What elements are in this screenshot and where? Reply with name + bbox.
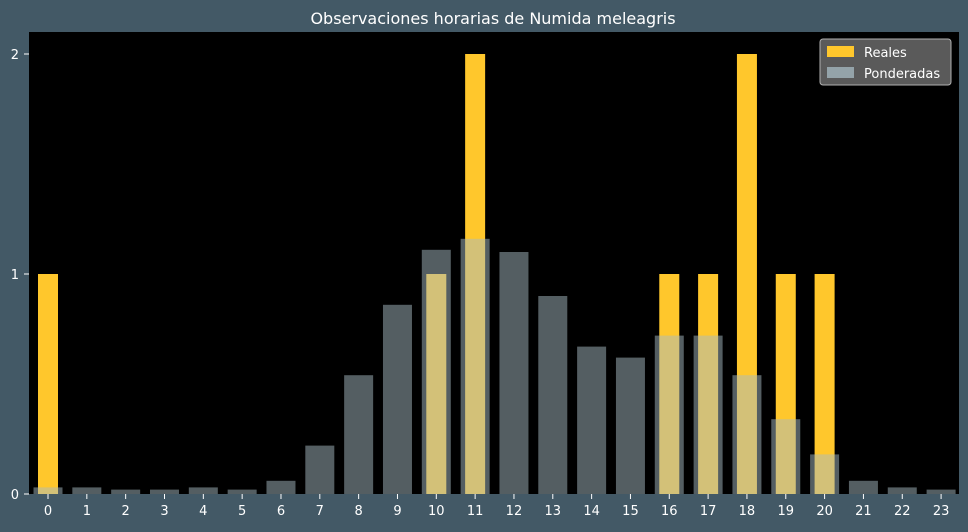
y-axis: 0 1 2	[11, 48, 29, 503]
x-tick-label: 11	[467, 504, 484, 519]
x-tick-label: 7	[316, 504, 324, 519]
chart-title: Observaciones horarias de Numida meleagr…	[310, 9, 675, 28]
real-bar	[814, 274, 835, 494]
weighted-bar	[732, 375, 762, 494]
y-tick-label: 2	[11, 48, 19, 63]
weighted-bar	[615, 357, 645, 494]
weighted-bar	[848, 480, 878, 494]
x-tick-label: 23	[933, 504, 950, 519]
weighted-bar	[538, 296, 568, 494]
x-tick-label: 15	[622, 504, 639, 519]
x-tick-label: 12	[506, 504, 523, 519]
weighted-bar	[72, 487, 102, 494]
x-tick-label: 2	[122, 504, 130, 519]
x-tick-label: 3	[160, 504, 168, 519]
weighted-bar	[111, 489, 141, 494]
real-bar	[38, 274, 58, 494]
legend-swatch	[827, 67, 854, 78]
weighted-bar	[926, 489, 956, 494]
weighted-bar	[499, 252, 529, 494]
plot-area	[29, 32, 959, 494]
weighted-bars-group	[33, 238, 956, 494]
weighted-bar	[227, 489, 257, 494]
y-tick-label: 0	[11, 488, 19, 503]
x-tick-label: 10	[428, 504, 445, 519]
x-tick-label: 1	[83, 504, 91, 519]
y-tick-label: 1	[11, 268, 19, 283]
weighted-bar	[149, 489, 179, 494]
weighted-bar	[305, 445, 335, 494]
x-tick-label: 16	[661, 504, 678, 519]
weighted-bar	[188, 487, 218, 494]
x-tick-label: 0	[44, 504, 52, 519]
weighted-bar	[810, 454, 840, 494]
x-tick-label: 19	[777, 504, 794, 519]
x-tick-label: 8	[354, 504, 362, 519]
x-tick-label: 21	[855, 504, 872, 519]
x-tick-label: 17	[700, 504, 717, 519]
legend-swatch	[827, 46, 854, 57]
weighted-bar	[654, 335, 684, 494]
x-tick-label: 14	[583, 504, 600, 519]
x-tick-label: 5	[238, 504, 246, 519]
x-tick-label: 9	[393, 504, 401, 519]
x-tick-label: 22	[894, 504, 911, 519]
legend: Reales Ponderadas	[819, 38, 952, 86]
weighted-bar	[266, 480, 296, 494]
x-tick-label: 13	[545, 504, 562, 519]
weighted-bar	[382, 304, 412, 494]
weighted-bar	[771, 419, 801, 494]
x-tick-label: 20	[816, 504, 833, 519]
x-axis: 0 1 2 3 4 5 6 7 8 9 10 11 12 13 14 15 16 17 18 19 20 21 22 23	[44, 494, 950, 519]
weighted-bar	[693, 335, 723, 494]
x-tick-label: 18	[739, 504, 756, 519]
weighted-bar	[33, 487, 63, 494]
x-tick-label: 4	[199, 504, 207, 519]
weighted-bar	[344, 375, 374, 494]
legend-label: Ponderadas	[864, 67, 940, 82]
weighted-bar	[887, 487, 917, 494]
weighted-bar	[421, 249, 451, 494]
legend-label: Reales	[864, 46, 907, 61]
x-tick-label: 6	[277, 504, 285, 519]
weighted-bar	[460, 238, 490, 494]
weighted-bar	[577, 346, 607, 494]
